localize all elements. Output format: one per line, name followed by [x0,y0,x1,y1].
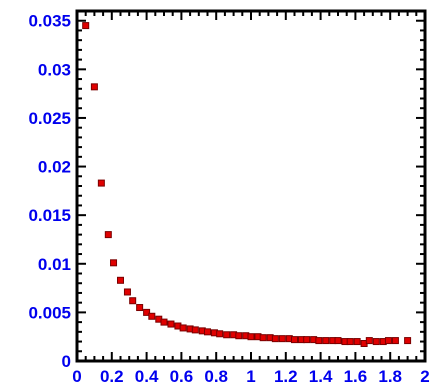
x-tick-label: 1.4 [309,367,333,386]
data-point [160,318,168,326]
x-tick-label: 2 [420,367,429,386]
data-point [223,331,231,339]
data-point [271,335,279,343]
data-point [365,337,373,345]
data-point [291,336,298,344]
x-axis-tick-labels: 0 0.2 0.4 0.6 0.8 1 1.2 1.4 1.6 1.8 2 [72,367,429,386]
data-point [143,308,151,316]
data-point [179,324,187,332]
data-point [167,320,175,328]
x-tick-label: 0.6 [170,367,194,386]
data-point [303,336,311,344]
data-point [97,179,105,187]
data-point [204,328,211,336]
axis-ticks [76,10,426,362]
x-tick-label: 1.2 [274,367,298,386]
data-point [148,312,156,320]
data-point [235,332,243,340]
data-point [372,338,380,346]
data-points [82,22,412,347]
y-tick-label: 0.01 [38,255,71,274]
data-point [391,337,399,345]
data-point [82,22,90,30]
x-tick-label: 1.6 [344,367,368,386]
y-tick-label: 0.03 [38,60,71,79]
data-point [315,337,323,345]
data-point [353,338,361,346]
y-tick-label: 0.015 [28,206,71,225]
data-point [278,335,286,343]
y-tick-label: 0.02 [38,158,71,177]
y-tick-label: 0 [62,352,71,371]
plot-frame [75,9,427,363]
data-point [191,326,199,334]
data-point [346,338,354,346]
x-tick-label: 0.8 [204,367,228,386]
data-point [334,337,342,345]
data-point [259,334,267,342]
y-tick-label: 0.005 [28,303,71,322]
x-tick-label: 1 [246,367,255,386]
data-point [129,297,137,305]
data-point [90,83,98,91]
data-point [384,337,392,345]
x-tick-label: 0.2 [100,367,124,386]
x-tick-label: 0.4 [135,367,159,386]
y-axis-tick-labels: 0 0.005 0.01 0.015 0.02 0.025 0.03 0.035 [28,12,71,371]
y-tick-label: 0.035 [28,12,71,31]
y-tick-label: 0.025 [28,109,71,128]
data-point [322,337,330,345]
data-point [404,337,412,345]
data-point [104,231,112,239]
data-point [117,276,124,284]
data-point [110,259,118,267]
data-point [216,330,224,338]
data-point [123,288,131,296]
x-tick-label: 1.8 [378,367,402,386]
data-point [247,333,255,341]
data-point [136,304,144,312]
x-tick-label: 0 [72,367,81,386]
